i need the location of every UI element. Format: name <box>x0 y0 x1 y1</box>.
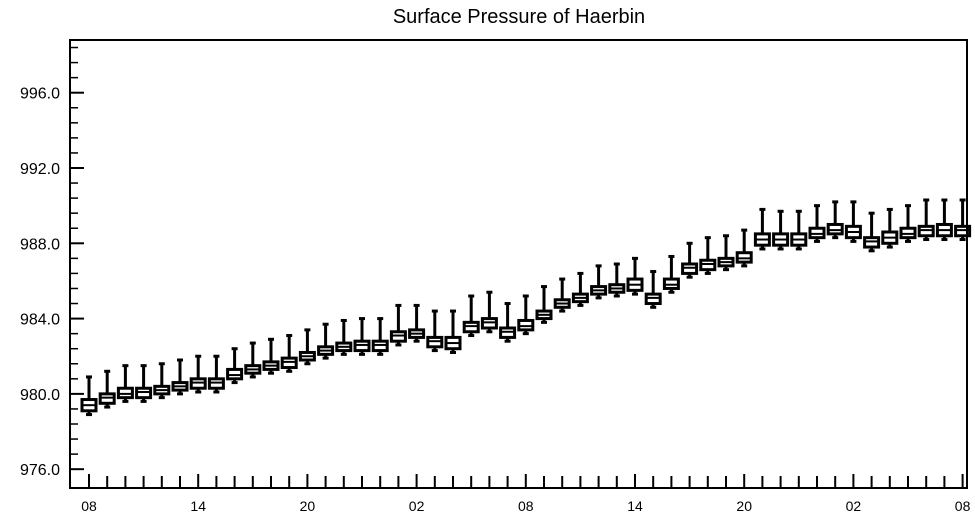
x-tick-label: 14 <box>627 498 643 514</box>
y-tick-label: 984.0 <box>20 312 60 329</box>
chart-title: Surface Pressure of Haerbin <box>393 6 645 28</box>
x-tick-label: 14 <box>190 498 206 514</box>
x-tick-label: 02 <box>846 498 862 514</box>
y-tick-label: 980.0 <box>20 387 60 404</box>
y-tick-label: 992.0 <box>20 161 60 178</box>
x-tick-label: 08 <box>81 498 97 514</box>
x-tick-label: 20 <box>736 498 752 514</box>
y-tick-label: 996.0 <box>20 86 60 103</box>
x-tick-label: 08 <box>955 498 971 514</box>
x-tick-label: 02 <box>409 498 425 514</box>
x-tick-label: 08 <box>518 498 534 514</box>
y-tick-label: 988.0 <box>20 236 60 253</box>
x-tick-label: 20 <box>300 498 316 514</box>
y-tick-label: 976.0 <box>20 462 60 479</box>
plot-area: 976.0 980.0 984.0 988.0 992.0 996.0 08 14 20 02 08… <box>20 46 972 514</box>
plot-frame <box>69 39 968 489</box>
